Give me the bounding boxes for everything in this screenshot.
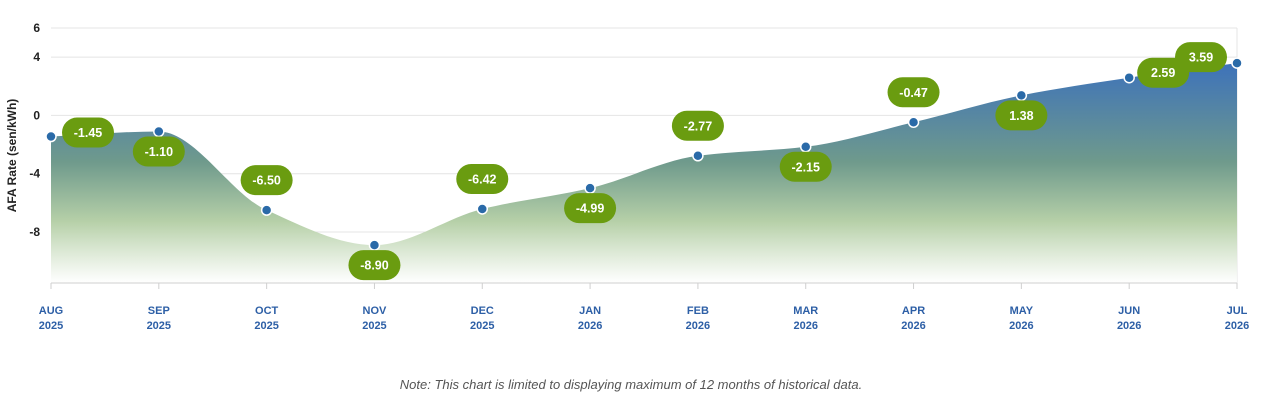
data-label-badge: -6.50 <box>240 165 293 196</box>
data-label-text: -1.45 <box>74 126 103 140</box>
data-label-text: -6.42 <box>468 172 497 186</box>
data-point[interactable] <box>368 239 381 251</box>
data-label-text: -4.99 <box>576 202 605 216</box>
x-tick-month: MAY <box>1010 305 1034 317</box>
data-label-bg <box>779 151 832 182</box>
x-tick-year: 2026 <box>901 320 925 332</box>
data-point[interactable] <box>907 116 920 129</box>
chart-note: Note: This chart is limited to displayin… <box>399 377 863 392</box>
data-label-badge: -2.15 <box>779 151 832 182</box>
data-point[interactable] <box>1015 89 1028 102</box>
x-tick-year: 2025 <box>470 320 494 332</box>
data-label-bg <box>132 136 185 167</box>
x-tick-month: JUL <box>1227 305 1248 317</box>
x-tick-month: JUN <box>1118 305 1140 317</box>
data-label-text: 3.59 <box>1189 51 1213 65</box>
data-label-badge: -1.45 <box>62 117 114 148</box>
x-tick-year: 2025 <box>147 320 171 332</box>
x-tick-year: 2026 <box>1225 320 1249 332</box>
data-label-badge: 1.38 <box>995 100 1048 131</box>
y-tick-label: 4 <box>33 50 40 64</box>
area-fill <box>51 63 1237 283</box>
data-label-badge: -4.99 <box>564 193 617 224</box>
data-label-badge: -2.77 <box>671 110 724 141</box>
data-point[interactable] <box>45 130 57 143</box>
x-tick-month: SEP <box>148 305 170 317</box>
x-tick-month: NOV <box>363 305 388 317</box>
y-tick-label: -8 <box>29 225 40 239</box>
y-tick-label: 0 <box>33 108 40 122</box>
x-tick-month: FEB <box>687 305 709 317</box>
x-tick-month: DEC <box>471 305 494 317</box>
data-point[interactable] <box>1231 57 1243 69</box>
data-point[interactable] <box>1123 71 1135 84</box>
data-label-bg <box>671 110 724 141</box>
data-label-bg <box>240 165 293 196</box>
x-tick-month: OCT <box>255 305 279 317</box>
data-label-bg <box>1175 42 1227 73</box>
data-point[interactable] <box>584 182 596 194</box>
data-label-bg <box>62 117 114 148</box>
data-label-text: -8.90 <box>360 259 389 273</box>
data-label-text: -2.77 <box>684 119 713 133</box>
data-label-badge: -1.10 <box>132 136 185 167</box>
area-series <box>51 63 1237 283</box>
x-tick-month: APR <box>902 305 925 317</box>
data-label-text: 2.59 <box>1151 66 1175 80</box>
data-label-badge: -0.47 <box>887 77 940 108</box>
data-label-text: -2.15 <box>791 160 820 174</box>
data-points <box>45 57 1243 251</box>
y-tick-label: -4 <box>29 167 40 181</box>
data-label-bg <box>995 100 1048 131</box>
x-tick-year: 2026 <box>578 320 602 332</box>
x-tick-year: 2025 <box>39 320 63 332</box>
x-tick-year: 2026 <box>1009 320 1033 332</box>
x-tick-year: 2025 <box>362 320 386 332</box>
x-tick-month: JAN <box>579 305 601 317</box>
data-labels: -1.45 -1.10 -6.50 -8.90 -6.42 -4.99 -2.77 -2.15… <box>62 42 1227 281</box>
data-label-text: -6.50 <box>252 174 281 188</box>
y-axis-title: AFA Rate (sen/kWh) <box>5 99 19 213</box>
data-label-bg <box>887 77 940 108</box>
x-tick-month: MAR <box>793 305 818 317</box>
data-label-text: 1.38 <box>1009 109 1033 123</box>
data-label-bg <box>456 163 509 194</box>
axes: 6 4 0 -4 -8 AFA Rate (sen/kWh) AUG 2025 SEP 2025 O… <box>5 21 1249 332</box>
data-label-bg <box>564 193 617 224</box>
data-point[interactable] <box>799 141 812 153</box>
data-label-badge: 3.59 <box>1175 42 1227 73</box>
y-tick-label: 6 <box>33 21 40 35</box>
data-label-text: -1.10 <box>145 145 174 159</box>
data-label-badge: -6.42 <box>456 163 509 194</box>
data-label-badge: -8.90 <box>348 250 401 281</box>
x-tick-year: 2026 <box>793 320 817 332</box>
x-tick-year: 2026 <box>686 320 710 332</box>
data-label-bg <box>1137 57 1190 88</box>
data-label-text: -0.47 <box>899 86 928 100</box>
x-tick-year: 2026 <box>1117 320 1141 332</box>
data-label-badge: 2.59 <box>1137 57 1190 88</box>
data-label-bg <box>348 250 401 281</box>
x-tick-year: 2025 <box>254 320 278 332</box>
data-point[interactable] <box>476 203 489 215</box>
x-tick-month: AUG <box>39 305 63 317</box>
data-point[interactable] <box>260 204 273 216</box>
data-point[interactable] <box>692 150 704 162</box>
data-point[interactable] <box>153 125 165 138</box>
